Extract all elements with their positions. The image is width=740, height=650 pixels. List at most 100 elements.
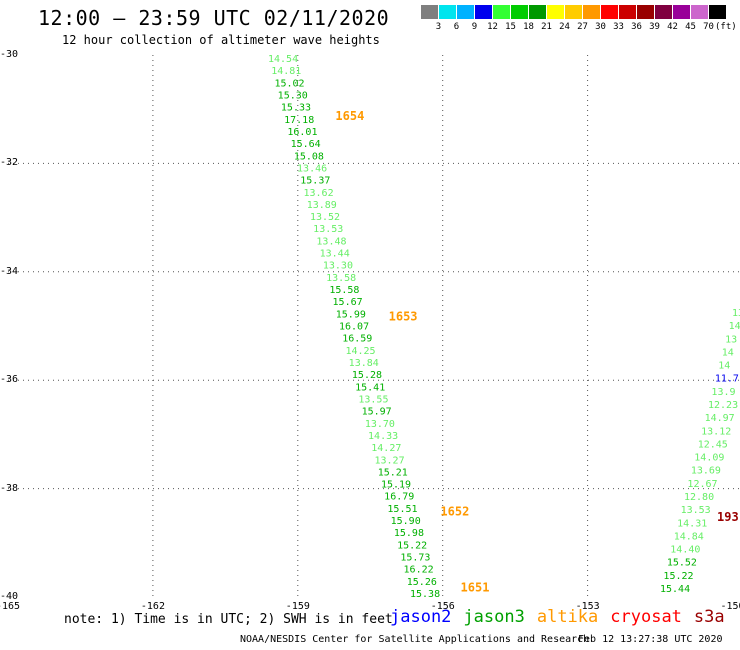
wave-height-label: 16.07 <box>339 322 369 333</box>
color-scale-label: 12 <box>487 22 498 32</box>
longitude-label: -153 <box>575 601 600 612</box>
color-scale-label: 6 <box>453 22 460 32</box>
wave-height-label: 15.97 <box>362 407 392 418</box>
color-swatch <box>493 5 510 19</box>
color-swatch <box>565 5 582 19</box>
longitude-label: -159 <box>285 601 310 612</box>
latitude-label: -38 <box>0 482 19 494</box>
wave-height-label: 13.52 <box>310 212 340 223</box>
wave-height-label: 14.84 <box>674 531 704 542</box>
wave-height-label: 14.31 <box>677 518 707 529</box>
wave-height-label: 12.45 <box>698 439 728 450</box>
color-swatch <box>547 5 564 19</box>
color-scale-label: 18 <box>523 22 534 32</box>
wave-height-label: 15.99 <box>336 309 366 320</box>
wave-height-label: 13.53 <box>681 505 711 516</box>
color-swatch <box>691 5 708 19</box>
wave-height-label: 15.02 <box>274 78 304 89</box>
color-scale-label: 24 <box>559 22 570 32</box>
color-scale-label: 9 <box>471 22 478 32</box>
color-swatch <box>655 5 672 19</box>
wave-height-label: 15.67 <box>333 297 363 308</box>
wave-height-label: 16.22 <box>404 565 434 576</box>
wave-height-label: 13.89 <box>307 200 337 211</box>
latitude-label: -36 <box>0 374 19 386</box>
satellite-legend-jason2: jason2 <box>390 607 452 627</box>
latitude-label: -34 <box>0 265 19 277</box>
color-swatch <box>673 5 690 19</box>
color-scale-label: 21 <box>541 22 552 32</box>
wave-height-label: 13.69 <box>691 466 721 477</box>
color-scale-label: 70 <box>703 22 714 32</box>
wave-height-label: 15.73 <box>400 553 430 564</box>
wave-height-label: 15.33 <box>281 103 311 114</box>
wave-height-label: 14.97 <box>705 413 735 424</box>
wave-height-label: 14 <box>722 347 734 358</box>
color-swatch <box>457 5 474 19</box>
wave-height-label: 14.27 <box>371 443 401 454</box>
wave-height-label: 13.9 <box>711 387 735 398</box>
color-swatch <box>475 5 492 19</box>
wave-height-label: 15.08 <box>294 151 324 162</box>
map-subtitle: 12 hour collection of altimeter wave hei… <box>62 33 380 47</box>
wave-height-label: 13.12 <box>701 426 731 437</box>
wave-height-label: 13.62 <box>304 188 334 199</box>
wave-height-label: 13.30 <box>323 261 353 272</box>
pass-time-label: 1653 <box>389 310 418 324</box>
color-scale-label: 42 <box>667 22 678 32</box>
wave-height-label: 15.28 <box>352 370 382 381</box>
color-swatch <box>529 5 546 19</box>
wave-height-label: 15.51 <box>387 504 417 515</box>
pass-time-label: 1652 <box>440 505 469 519</box>
pass-time-label: 1654 <box>335 109 364 123</box>
wave-height-label: 13.27 <box>375 455 405 466</box>
wave-height-label: 15.37 <box>300 176 330 187</box>
wave-height-label: 15.22 <box>397 540 427 551</box>
longitude-label: -156 <box>430 601 455 612</box>
pass-time-label: 193 <box>717 510 739 524</box>
wave-height-label: 15.41 <box>355 382 385 393</box>
wave-height-label: 13.44 <box>320 249 350 260</box>
wave-height-label: 15.30 <box>278 90 308 101</box>
wave-height-label: 15.44 <box>660 584 690 595</box>
wave-height-label: 14.25 <box>345 346 375 357</box>
color-scale-label: 30 <box>595 22 606 32</box>
wave-height-label: 15.26 <box>407 577 437 588</box>
wave-height-label: 12.80 <box>684 492 714 503</box>
wave-height-label: 14 <box>729 321 740 332</box>
color-scale-label: 33 <box>613 22 624 32</box>
wave-height-label: 14.81 <box>271 66 301 77</box>
wave-height-label: 15.38 <box>410 589 440 600</box>
wave-height-label: 13.70 <box>365 419 395 430</box>
wave-height-label: 13.55 <box>358 394 388 405</box>
satellite-legend: jason2 jason3 altika cryosat s3a <box>390 607 737 627</box>
latitude-label: -30 <box>0 49 19 60</box>
color-scale-label: 27 <box>577 22 588 32</box>
color-swatch <box>439 5 456 19</box>
wave-height-label: 13.84 <box>349 358 379 369</box>
color-swatch <box>511 5 528 19</box>
latitude-label: -40 <box>0 591 19 602</box>
wave-height-label: 14.33 <box>368 431 398 442</box>
wave-height-label: 17.18 <box>284 115 314 126</box>
satellite-legend-cryosat: cryosat <box>610 607 682 627</box>
satellite-legend-jason3: jason3 <box>463 607 525 627</box>
footer-note: note: 1) Time is in UTC; 2) SWH is in fe… <box>64 612 393 627</box>
color-scale-label: 15 <box>505 22 516 32</box>
longitude-label: -165 <box>0 601 21 612</box>
latitude-label: -32 <box>0 157 19 169</box>
satellite-legend-s3a: s3a <box>693 607 725 627</box>
wave-height-label: 12.67 <box>687 479 717 490</box>
wave-height-label: 16.79 <box>384 492 414 503</box>
wave-height-label: 15.58 <box>329 285 359 296</box>
wave-height-label: 13.48 <box>316 236 346 247</box>
color-scale-label: 36 <box>631 22 642 32</box>
pass-time-label: 1651 <box>461 581 490 595</box>
longitude-label: -150 <box>720 601 740 612</box>
map-title: 12:00 – 23:59 UTC 02/11/2020 <box>38 6 390 30</box>
footer-credit: NOAA/NESDIS Center for Satellite Applica… <box>240 634 590 645</box>
wave-height-label: 13 <box>732 308 740 319</box>
color-swatch <box>637 5 654 19</box>
